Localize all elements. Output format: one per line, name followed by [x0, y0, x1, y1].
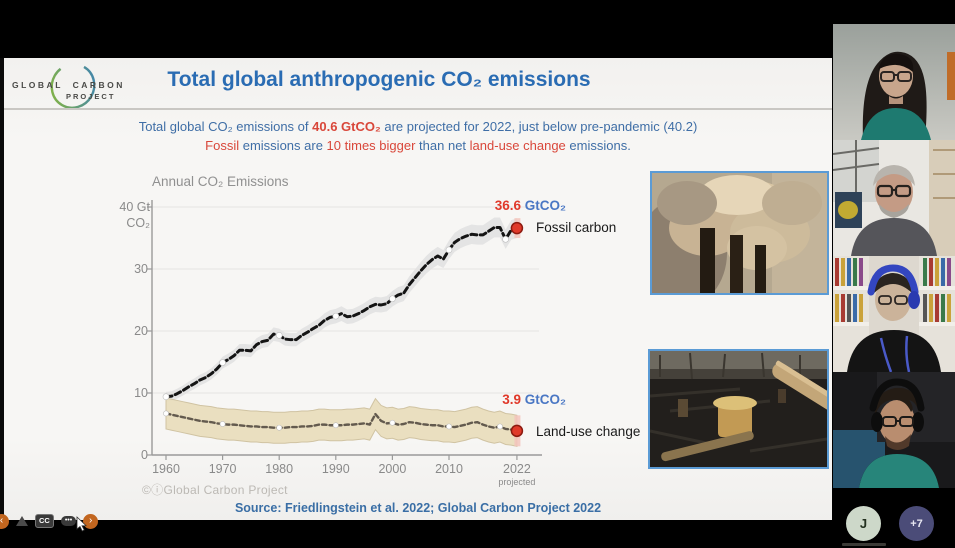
emissions-chart: 0 10 20 30 40 Gt CO₂ 1960 1970 1980 1990 2000 2010 2…: [119, 170, 649, 510]
svg-text:10: 10: [134, 386, 148, 400]
header-divider: [4, 108, 832, 110]
svg-text:2000: 2000: [378, 462, 406, 476]
source-citation: Source: Friedlingstein et al. 2022; Glob…: [234, 501, 602, 515]
slide-title: Total global anthropogenic CO₂ emissions: [167, 68, 591, 91]
overflow-count: +7: [910, 517, 923, 530]
svg-text:2010: 2010: [435, 462, 463, 476]
subtitle-segment: are projected for 2022, just below pre-p…: [380, 119, 698, 134]
logo-word-carbon: CARBON: [72, 80, 125, 90]
svg-text:2022: 2022: [503, 462, 531, 476]
subtitle-segment: Fossil: [205, 138, 240, 153]
deforestation-photo: [648, 349, 829, 469]
subtitle-segment: land-use change: [469, 138, 566, 153]
svg-text:1970: 1970: [209, 462, 237, 476]
screen-share-area: GLOBAL CARBON PROJECT Total global anthr…: [0, 58, 832, 532]
back-circle-icon[interactable]: ‹: [0, 513, 9, 529]
svg-text:1990: 1990: [322, 462, 350, 476]
svg-text:0: 0: [141, 448, 148, 462]
svg-text:3.9 GtCO₂: 3.9 GtCO₂: [502, 392, 566, 407]
subtitle-segment: emissions are: [239, 138, 327, 153]
logo-arc-icon: [50, 63, 96, 109]
svg-text:36.6 GtCO₂: 36.6 GtCO₂: [495, 198, 566, 213]
triangle-icon[interactable]: [16, 516, 28, 526]
overflow-participants-badge[interactable]: +7: [899, 506, 934, 541]
emissions-chart-svg: 0 10 20 30 40 Gt CO₂ 1960 1970 1980 1990 2000 2010 2…: [119, 174, 640, 487]
participant-avatar-j[interactable]: J: [846, 506, 881, 541]
more-options-icon[interactable]: •••: [60, 516, 77, 526]
closed-captions-icon[interactable]: CC: [35, 514, 54, 528]
svg-text:30: 30: [134, 262, 148, 276]
participant-name-label: [842, 543, 886, 546]
svg-text:40 Gt: 40 Gt: [119, 200, 150, 214]
subtitle-segment: Total global CO₂ emissions of: [138, 119, 313, 134]
participants-sidebar: J +7: [833, 0, 955, 548]
participant-video-1[interactable]: [833, 24, 955, 140]
mouse-cursor-icon: [76, 516, 87, 532]
svg-text:projected: projected: [498, 477, 535, 487]
participant-video-3[interactable]: [833, 256, 955, 372]
subtitle-segment: 10 times bigger: [326, 138, 416, 153]
forward-circle-icon[interactable]: ›: [83, 513, 99, 529]
participant-video-2[interactable]: [833, 140, 955, 256]
smokestacks-photo: [650, 171, 829, 295]
svg-text:20: 20: [134, 324, 148, 338]
svg-text:CO₂: CO₂: [126, 216, 150, 230]
svg-text:Fossil carbon: Fossil carbon: [536, 220, 616, 235]
subtitle-segment: than net: [415, 138, 470, 153]
subtitle-line-1: Total global CO₂ emissions of 40.6 GtCO₂…: [4, 118, 832, 135]
chart-attribution: ©ⓘGlobal Carbon Project: [142, 483, 288, 497]
avatar-initial: J: [859, 516, 868, 531]
subtitle-segment: 40.6 GtCO₂: [312, 119, 381, 134]
participant-video-4[interactable]: [833, 372, 955, 488]
subtitle-line-2: Fossil emissions are 10 times bigger tha…: [4, 137, 832, 154]
svg-text:Annual CO₂ Emissions: Annual CO₂ Emissions: [152, 174, 289, 189]
subtitle-segment: emissions.: [565, 138, 631, 153]
logo-word-project: PROJECT: [66, 92, 116, 101]
global-carbon-project-logo: GLOBAL CARBON PROJECT: [6, 63, 125, 109]
svg-text:Land-use change: Land-use change: [536, 424, 640, 439]
viewer-controls: ‹ CC ••• ›: [0, 511, 99, 531]
svg-text:1960: 1960: [152, 462, 180, 476]
avatar-row: J +7: [833, 506, 955, 548]
logo-word-global: GLOBAL: [12, 80, 63, 90]
presentation-slide: GLOBAL CARBON PROJECT Total global anthr…: [0, 58, 832, 520]
svg-text:1980: 1980: [265, 462, 293, 476]
